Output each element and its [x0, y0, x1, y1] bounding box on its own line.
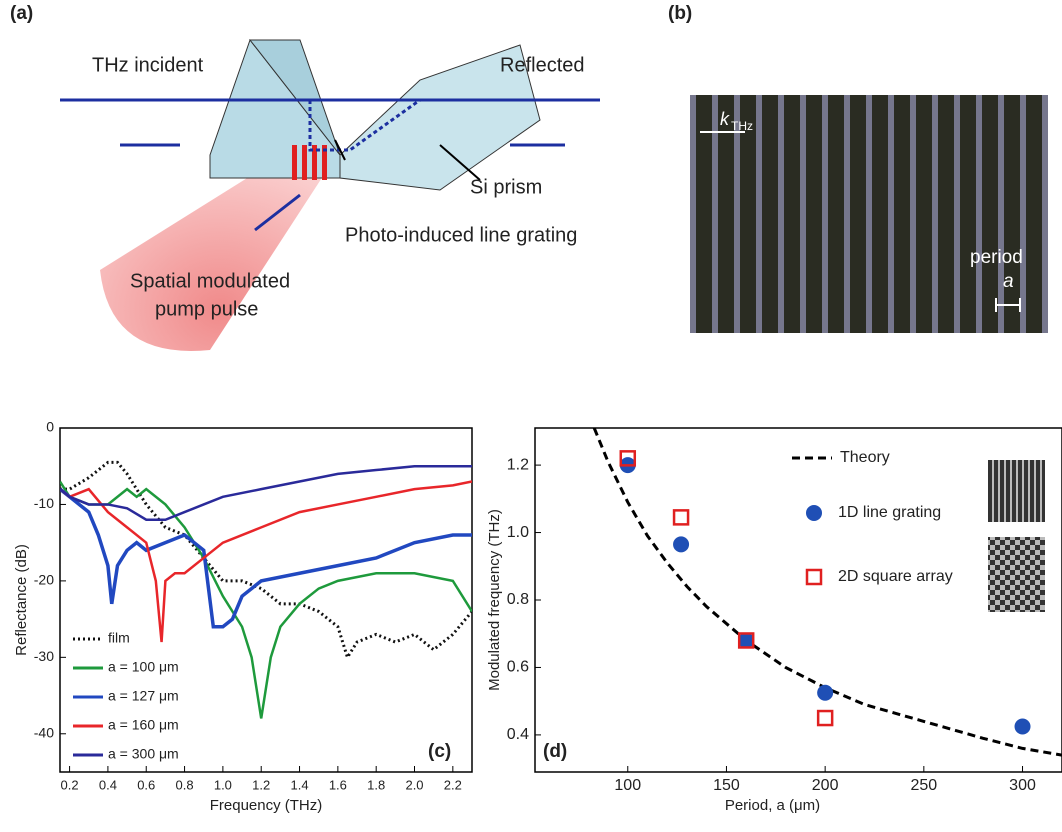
label: Spatial modulated: [130, 270, 290, 292]
x-tick-label: 0.8: [176, 777, 194, 792]
series-line: [60, 480, 472, 719]
label: Photo-induced line grating: [345, 224, 577, 246]
x-tick-label: 1.8: [367, 777, 385, 792]
y-tick-label: -40: [34, 724, 54, 740]
label: Reflected: [500, 54, 585, 76]
point: [816, 709, 834, 727]
beam-paths: [60, 98, 600, 232]
panel-label: (b): [668, 3, 692, 24]
panel-b: (b) k THz period a: [668, 3, 1048, 333]
x-axis-label: Frequency (THz): [210, 797, 323, 814]
x-tick-label: 1.0: [214, 777, 232, 792]
x-tick-label: 1.4: [290, 777, 308, 792]
legend-label: a = 300 μm: [108, 746, 179, 762]
legend-swatch: [805, 568, 823, 586]
x-tick-label: 2.0: [405, 777, 423, 792]
series-line: [60, 460, 472, 661]
label: pump pulse: [155, 298, 258, 320]
label: THz incident: [92, 54, 204, 76]
y-tick-label: -20: [34, 572, 54, 588]
prism-right: [339, 44, 541, 191]
series-line: [60, 464, 472, 521]
legend-label: 1D line grating: [838, 504, 941, 521]
grating-image: [690, 95, 1048, 333]
inset-1d: [988, 460, 1045, 522]
point: [672, 509, 690, 526]
x-tick-label: 0.6: [137, 777, 155, 792]
legend-label: a = 160 μm: [108, 717, 179, 733]
legend-swatch: [806, 505, 822, 521]
panel-a: (a) THz incident Reflected Si prism Phot…: [10, 3, 600, 351]
plot-frame: [59, 427, 473, 773]
legend-label: a = 100 μm: [108, 659, 179, 675]
x-tick-label: 250: [910, 777, 937, 794]
point: [817, 684, 834, 701]
period-label: period: [970, 247, 1023, 268]
x-tick-label: 1.2: [252, 777, 270, 792]
y-tick-label: 0: [46, 419, 54, 435]
panel-label: (c): [428, 741, 451, 762]
internal-path: [308, 98, 421, 152]
y-axis-label: Reflectance (dB): [13, 544, 30, 656]
plot-area: [60, 460, 472, 719]
y-tick-label: 0.4: [507, 726, 529, 743]
k-label: k: [720, 109, 730, 129]
panel-label: (d): [543, 741, 567, 762]
point: [737, 632, 755, 649]
legend-label: Theory: [840, 449, 890, 466]
y-tick-label: -30: [34, 648, 54, 664]
y-tick-label: 1.2: [507, 456, 529, 473]
label: Si prism: [470, 176, 542, 198]
x-tick-label: 200: [812, 777, 839, 794]
plot-frame: [534, 427, 1062, 773]
legend-label: film: [108, 630, 130, 646]
pointers: [334, 139, 481, 181]
x-tick-label: 0.4: [99, 777, 117, 792]
y-tick-label: 0.6: [507, 659, 529, 676]
point: [619, 450, 637, 467]
x-tick-label: 1.6: [329, 777, 347, 792]
point: [738, 632, 755, 649]
y-axis-label: Modulated frequency (THz): [486, 509, 503, 691]
point: [673, 536, 690, 553]
series-line: [60, 480, 472, 643]
prism-face: [248, 39, 341, 156]
panel-label: (a): [10, 3, 33, 24]
inset-2d: [988, 537, 1045, 612]
x-tick-label: 100: [614, 777, 641, 794]
grating-lines: [292, 145, 327, 180]
x-tick-label: 150: [713, 777, 740, 794]
x-tick-label: 0.2: [61, 777, 79, 792]
legend-label: 2D square array: [838, 568, 953, 585]
series-line: [60, 487, 472, 629]
y-tick-label: -10: [34, 495, 54, 511]
legend-label: a = 127 μm: [108, 688, 179, 704]
y-tick-label: 0.8: [507, 591, 529, 608]
plot-area: [592, 428, 1062, 757]
k-sub: THz: [731, 119, 753, 133]
period-a: a: [1003, 271, 1014, 292]
pump-beam: [100, 145, 340, 351]
period-marker: [995, 298, 1021, 312]
y-tick-label: 1.0: [507, 524, 529, 541]
x-tick-label: 300: [1009, 777, 1036, 794]
x-tick-label: 2.2: [444, 777, 462, 792]
point: [1014, 718, 1031, 735]
x-axis-label: Period, a (μm): [725, 797, 820, 814]
